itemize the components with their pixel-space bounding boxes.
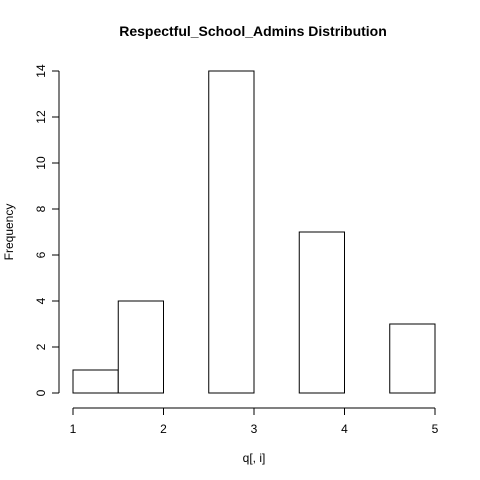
- y-tick-label: 4: [34, 297, 48, 304]
- y-tick-label: 2: [34, 343, 48, 350]
- x-tick-label: 4: [341, 422, 348, 436]
- histogram-bar: [208, 70, 255, 394]
- y-tick-label: 14: [34, 64, 48, 78]
- y-axis-label: Frequency: [2, 204, 16, 261]
- histogram-bar: [298, 231, 345, 394]
- x-tick-label: 3: [251, 422, 258, 436]
- y-tick-label: 0: [34, 389, 48, 396]
- y-axis: 0 2 4 6 8 10 12 14: [34, 64, 60, 396]
- histogram-bar: [117, 300, 164, 394]
- y-tick-label: 10: [34, 156, 48, 170]
- y-tick-label: 12: [34, 110, 48, 124]
- histogram-bar: [72, 369, 119, 394]
- histogram-bar: [389, 323, 436, 394]
- y-tick-label: 8: [34, 205, 48, 212]
- bars-group: [72, 70, 436, 394]
- chart-title: Respectful_School_Admins Distribution: [119, 23, 387, 39]
- x-tick-label: 1: [70, 422, 77, 436]
- x-axis: 1 2 3 4 5: [70, 407, 439, 436]
- x-axis-label: q[, i]: [243, 451, 266, 465]
- y-tick-label: 6: [34, 251, 48, 258]
- x-tick-label: 2: [160, 422, 167, 436]
- x-tick-label: 5: [432, 422, 439, 436]
